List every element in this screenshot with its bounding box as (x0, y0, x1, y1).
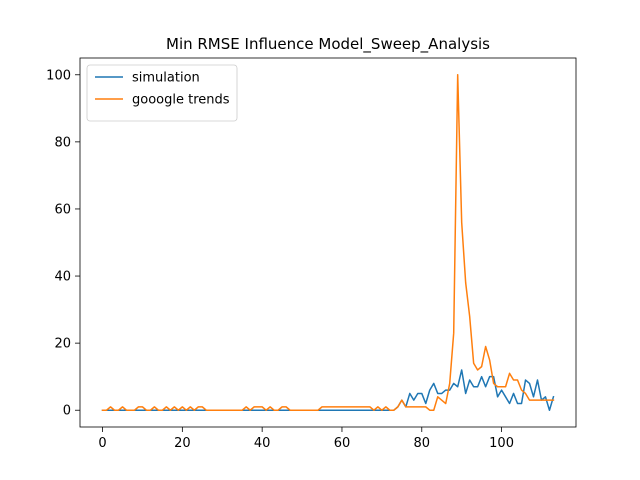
x-tick-label: 80 (413, 436, 430, 451)
axes-layer: 0 20 40 60 80 100 0 20 40 60 80 100 (46, 57, 577, 451)
x-tick-label: 100 (489, 436, 514, 451)
legend-label-1: simulation (132, 71, 200, 86)
y-tick-label: 20 (54, 337, 71, 352)
legend-box (86, 64, 238, 122)
y-tick-label: 80 (54, 135, 71, 150)
y-tick-label: 100 (46, 68, 71, 83)
chart-title: Min RMSE Influence Model_Sweep_Analysis (166, 35, 490, 54)
y-tick-label: 60 (54, 202, 71, 217)
legend: simulation gooogle trends (86, 64, 238, 122)
y-tick-label: 0 (63, 404, 71, 419)
series-line-2 (101, 74, 555, 411)
x-tick-label: 40 (254, 436, 271, 451)
x-tick-label: 20 (174, 436, 191, 451)
x-tick-label: 0 (98, 436, 106, 451)
series-layer (101, 74, 555, 411)
legend-label-2: gooogle trends (132, 93, 230, 108)
axes-frame (79, 57, 577, 428)
x-tick-label: 60 (334, 436, 351, 451)
y-tick-label: 40 (54, 270, 71, 285)
